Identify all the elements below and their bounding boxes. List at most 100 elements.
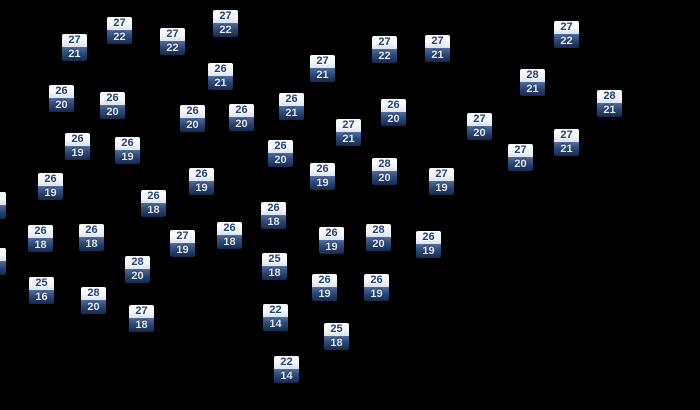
temp-marker[interactable]: 26 18 [261,202,286,229]
high-temp: 27 [62,34,87,47]
temp-marker[interactable]: 26 19 [115,137,140,164]
low-temp: 20 [467,126,492,140]
temp-marker[interactable]: 26 18 [28,225,53,252]
temp-marker-partial[interactable] [0,192,6,219]
temp-marker[interactable]: 25 18 [324,323,349,350]
temp-marker[interactable]: 26 21 [208,63,233,90]
low-temp: 20 [180,118,205,132]
temp-marker[interactable]: 26 19 [38,173,63,200]
low-temp: 20 [125,269,150,283]
high-temp: 25 [262,253,287,266]
temp-marker[interactable]: 28 20 [372,158,397,185]
temp-marker[interactable]: 27 22 [372,36,397,63]
temp-marker[interactable]: 26 20 [381,99,406,126]
low-temp: 19 [170,243,195,257]
temp-marker[interactable]: 27 21 [554,129,579,156]
low-temp: 20 [100,105,125,119]
low-temp: 14 [263,317,288,331]
temp-marker[interactable]: 27 18 [129,305,154,332]
temp-marker[interactable]: 28 20 [125,256,150,283]
high-temp [0,192,6,205]
high-temp: 26 [364,274,389,287]
low-temp: 19 [38,186,63,200]
temp-marker[interactable]: 22 14 [274,356,299,383]
low-temp: 21 [310,68,335,82]
high-temp: 26 [217,222,242,235]
temp-marker[interactable]: 26 18 [79,224,104,251]
high-temp: 26 [38,173,63,186]
high-temp: 27 [508,144,533,157]
temp-marker[interactable]: 26 21 [279,93,304,120]
temp-marker[interactable]: 26 20 [268,140,293,167]
temp-marker[interactable]: 26 20 [229,104,254,131]
high-temp: 26 [416,231,441,244]
high-temp: 25 [29,277,54,290]
temp-marker[interactable]: 27 22 [107,17,132,44]
low-temp: 21 [520,82,545,96]
high-temp: 28 [81,287,106,300]
high-temp: 27 [336,119,361,132]
low-temp: 16 [29,290,54,304]
temp-marker[interactable]: 25 18 [262,253,287,280]
temp-marker[interactable]: 28 20 [366,224,391,251]
low-temp: 21 [336,132,361,146]
temp-marker[interactable]: 26 19 [310,163,335,190]
temp-marker[interactable]: 22 14 [263,304,288,331]
high-temp: 28 [520,69,545,82]
temp-marker[interactable]: 27 22 [554,21,579,48]
temp-marker[interactable]: 28 20 [81,287,106,314]
temp-marker[interactable]: 27 22 [213,10,238,37]
low-temp: 18 [141,203,166,217]
temp-marker[interactable]: 26 20 [100,92,125,119]
high-temp: 26 [312,274,337,287]
temp-marker[interactable]: 26 18 [217,222,242,249]
low-temp: 19 [310,176,335,190]
temp-marker[interactable]: 26 18 [141,190,166,217]
temp-marker[interactable]: 27 21 [310,55,335,82]
low-temp [0,261,6,275]
low-temp: 22 [160,41,185,55]
high-temp: 26 [279,93,304,106]
high-temp: 28 [125,256,150,269]
temp-marker[interactable]: 26 19 [319,227,344,254]
low-temp: 20 [366,237,391,251]
temp-marker[interactable]: 26 19 [364,274,389,301]
temp-marker[interactable]: 26 19 [65,133,90,160]
high-temp: 28 [372,158,397,171]
temp-marker[interactable]: 26 20 [180,105,205,132]
temp-marker[interactable]: 26 19 [416,231,441,258]
low-temp: 22 [372,49,397,63]
temp-marker[interactable]: 25 16 [29,277,54,304]
high-temp: 26 [65,133,90,146]
temp-marker[interactable]: 27 20 [508,144,533,171]
temp-marker[interactable]: 27 21 [425,35,450,62]
temp-marker[interactable]: 28 21 [597,90,622,117]
temp-marker-partial[interactable] [0,248,6,275]
low-temp: 22 [554,34,579,48]
low-temp: 18 [324,336,349,350]
high-temp: 27 [554,21,579,34]
temp-marker[interactable]: 26 20 [49,85,74,112]
temp-marker[interactable]: 26 19 [312,274,337,301]
temp-marker[interactable]: 27 20 [467,113,492,140]
low-temp: 20 [268,153,293,167]
high-temp: 26 [28,225,53,238]
high-temp: 26 [381,99,406,112]
high-temp: 26 [180,105,205,118]
temp-marker[interactable]: 27 21 [62,34,87,61]
temp-marker[interactable]: 28 21 [520,69,545,96]
high-temp: 26 [141,190,166,203]
temp-marker[interactable]: 27 19 [170,230,195,257]
high-temp: 27 [467,113,492,126]
temp-marker[interactable]: 27 21 [336,119,361,146]
high-temp: 27 [170,230,195,243]
high-temp: 27 [554,129,579,142]
low-temp: 19 [115,150,140,164]
high-temp: 26 [310,163,335,176]
high-temp: 27 [429,168,454,181]
temp-marker[interactable]: 26 19 [189,168,214,195]
high-temp [0,248,6,261]
temp-marker[interactable]: 27 22 [160,28,185,55]
temp-marker[interactable]: 27 19 [429,168,454,195]
